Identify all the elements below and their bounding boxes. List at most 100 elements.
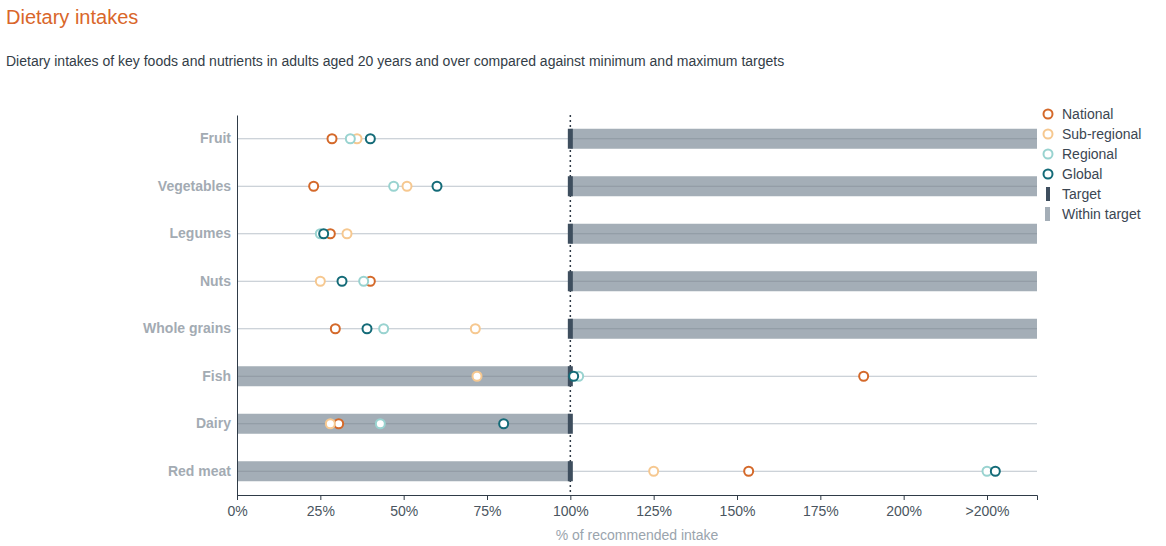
y-tick: Vegetables [158, 178, 237, 194]
x-tick-label: 50% [390, 503, 418, 519]
legend-label: Sub-regional [1062, 126, 1141, 142]
x-tick: 25% [307, 495, 335, 519]
y-tick-label: Red meat [168, 463, 231, 479]
row-line-over-band [237, 376, 570, 377]
y-tick: Fruit [200, 130, 237, 146]
x-tick: 50% [390, 495, 418, 519]
target-marker [568, 176, 573, 196]
row-line [237, 281, 1037, 282]
y-tick: Dairy [196, 415, 237, 431]
row-line [237, 233, 1037, 234]
y-tick-label: Fruit [200, 130, 231, 146]
dot [363, 324, 372, 333]
y-tick: Whole grains [143, 320, 237, 336]
row-line [237, 423, 1037, 424]
within-target-band [237, 414, 570, 434]
y-axis: Fruit Vegetables Legumes Nuts Whole grains Fi… [143, 116, 237, 496]
legend-label: Regional [1062, 146, 1117, 162]
row-line-over-band [570, 328, 1037, 329]
legend-label: National [1062, 106, 1113, 122]
x-tick-label: >200% [966, 503, 1010, 519]
chart: Dietary intakesDietary intakes of key fo… [0, 0, 1166, 546]
row-line [237, 376, 1037, 377]
legend-symbol [1044, 110, 1053, 119]
dot [991, 467, 1000, 476]
x-axis: 0% 25% 50% 75% 100% 125% 150% 175% 200% >200% [227, 495, 1037, 519]
dot [473, 372, 482, 381]
x-tick: 200% [886, 495, 922, 519]
x-tick-mark [237, 495, 238, 500]
within-target-band [570, 271, 1037, 291]
y-tick-label: Nuts [200, 273, 231, 289]
within-target-band [570, 319, 1037, 339]
row-line-over-band [570, 138, 1037, 139]
row-line-over-band [237, 471, 570, 472]
x-tick-label: 75% [473, 503, 501, 519]
dot [376, 419, 385, 428]
legend: NationalSub-regionalRegionalGlobalTarget… [1044, 106, 1142, 222]
target-marker [568, 129, 573, 149]
y-tick-label: Whole grains [143, 320, 231, 336]
dot [649, 467, 658, 476]
target-marker [568, 271, 573, 291]
target-marker [568, 224, 573, 244]
y-tick: Fish [202, 368, 237, 384]
reference-line [570, 115, 572, 495]
x-tick-mark [987, 495, 988, 500]
series-2 [316, 134, 992, 476]
x-tick-mark [570, 495, 571, 500]
dot [319, 229, 328, 238]
dot [499, 419, 508, 428]
x-tick: 175% [803, 495, 839, 519]
legend-symbol [1044, 170, 1053, 179]
row-line [237, 471, 1037, 472]
y-tick-label: Vegetables [158, 178, 231, 194]
y-tick: Nuts [200, 273, 237, 289]
dot [403, 182, 412, 191]
y-tick-label: Fish [202, 368, 231, 384]
dot [389, 182, 398, 191]
x-axis-line [238, 496, 1038, 501]
legend-symbol [1044, 130, 1053, 139]
dot [379, 324, 388, 333]
within-target-band [570, 224, 1037, 244]
x-tick-label: 150% [720, 503, 756, 519]
within-target-band [237, 366, 570, 386]
x-tick-mark [487, 495, 488, 500]
y-tick: Red meat [168, 463, 237, 479]
target-marker [568, 319, 573, 339]
dot [346, 134, 355, 143]
y-tick: Legumes [170, 225, 237, 241]
x-tick: >200% [966, 495, 1010, 519]
dot [316, 277, 325, 286]
title: Dietary intakes [6, 6, 138, 28]
dot [471, 324, 480, 333]
x-tick-label: 100% [553, 503, 589, 519]
target-marker [568, 414, 573, 434]
legend-item: National [1044, 106, 1114, 122]
y-tick-label: Dairy [196, 415, 231, 431]
dot [331, 324, 340, 333]
x-tick-label: 175% [803, 503, 839, 519]
row-line-over-band [237, 423, 570, 424]
x-tick: 125% [636, 495, 672, 519]
dot [569, 372, 578, 381]
legend-symbol [1045, 207, 1050, 221]
within-target-band [237, 461, 570, 481]
dot [309, 182, 318, 191]
x-tick: 0% [227, 495, 247, 519]
legend-item: Global [1044, 166, 1103, 182]
series-0 [309, 134, 868, 476]
x-tick-label: 0% [227, 503, 247, 519]
legend-symbol [1046, 187, 1050, 201]
x-tick: 75% [473, 495, 501, 519]
x-tick-label: 200% [886, 503, 922, 519]
y-tick-label: Legumes [170, 225, 232, 241]
dot [328, 134, 337, 143]
row-line [237, 186, 1037, 187]
dot [366, 134, 375, 143]
legend-item: Regional [1044, 146, 1118, 162]
dot [433, 182, 442, 191]
plot-area [237, 115, 1037, 495]
target-marker [568, 461, 573, 481]
